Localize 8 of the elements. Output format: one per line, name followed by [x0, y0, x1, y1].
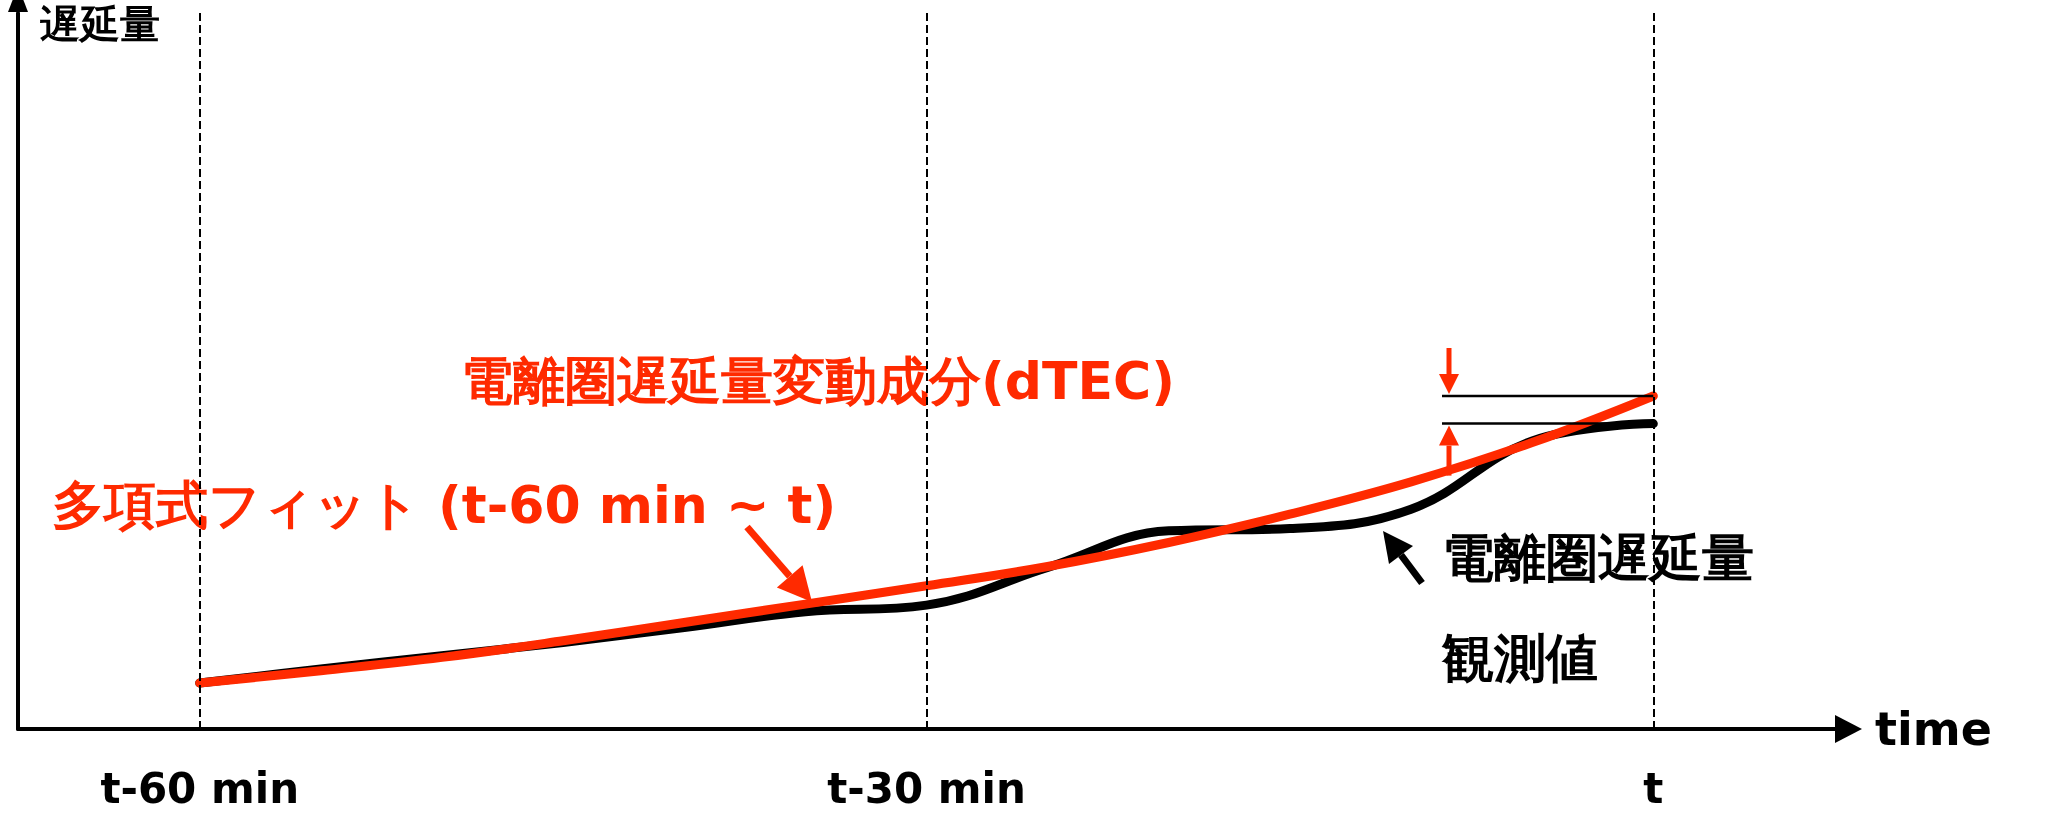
- legend-label: 電離圏遅延量観測値: [1441, 528, 1754, 688]
- annotation: 電離圏遅延量変動成分(dTEC): [461, 351, 1175, 411]
- x-tick-label: t-60 min: [100, 763, 300, 813]
- x-tick-label: t: [1643, 763, 1664, 813]
- x-tick-label: t-30 min: [827, 763, 1026, 813]
- text: 遅延量: [39, 1, 160, 47]
- x-axis-title: time: [1875, 702, 1992, 756]
- series-label: 多項式フィット (t-60 min ~ t): [52, 475, 837, 535]
